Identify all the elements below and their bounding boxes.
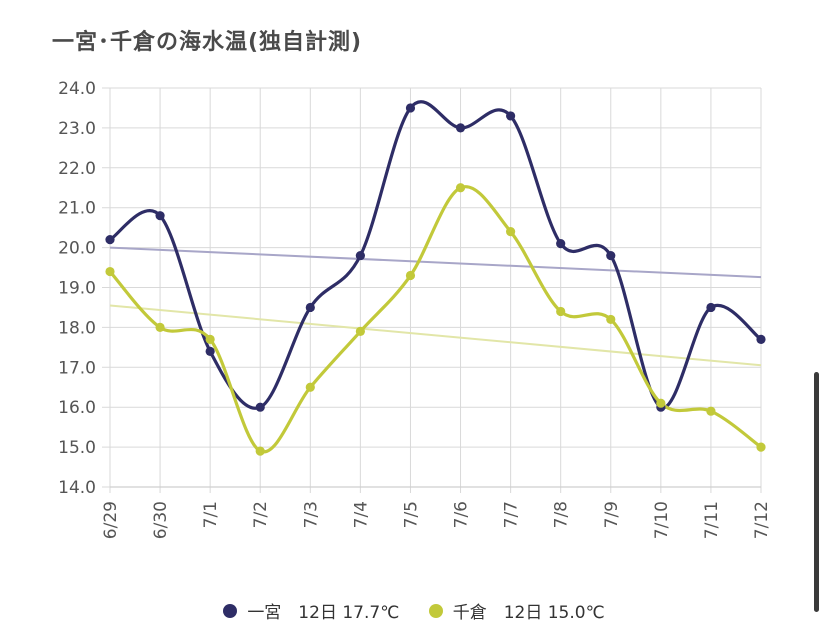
y-tick-label: 24.0 [58,79,96,99]
x-tick-label: 7/1 [201,501,221,528]
data-point-0-9 [556,239,566,249]
x-tick-label: 6/29 [101,501,121,539]
legend-swatch-chikura [428,603,443,618]
x-tick-label: 7/11 [702,501,722,539]
y-axis: 14.0 15.0 16.0 17.0 18.0 19.0 20.0 21.0 22.0 23.0… [58,79,96,498]
line-chart: 14.0 15.0 16.0 17.0 18.0 19.0 20.0 21.0 22.0 23.0… [58,79,772,539]
series-line-1 [108,185,763,454]
data-point-0-5 [355,250,365,261]
data-point-0-7 [455,123,466,133]
data-point-1-10 [606,314,616,325]
vertical-scrollbar[interactable] [814,372,819,612]
y-tick-label: 15.0 [58,438,96,458]
x-tick-label: 7/3 [301,501,321,528]
trend-line-0 [109,246,762,279]
chart-title: 一宮･千倉の海水温(独自計測) [52,30,363,55]
data-point-0-10 [606,250,616,261]
legend-label-chikura: 千倉 12日 15.0℃ [452,603,605,623]
y-tick-label: 19.0 [58,279,96,299]
data-point-1-9 [556,306,566,317]
data-point-0-0 [105,235,115,245]
data-point-0-6 [405,103,416,113]
data-point-1-6 [405,270,416,281]
y-tick-label: 23.0 [58,119,96,139]
y-tick-label: 17.0 [58,358,96,378]
y-tick-label: 20.0 [58,239,96,259]
y-tick-label: 21.0 [58,199,96,219]
x-tick-label: 7/6 [452,501,472,528]
y-tick-label: 18.0 [58,318,96,338]
data-point-1-11 [656,398,666,408]
data-point-0-3 [255,402,265,412]
data-point-1-2 [205,334,215,344]
data-point-0-13 [756,334,766,344]
data-point-1-5 [355,326,365,336]
series-points [105,103,766,456]
x-tick-label: 7/7 [502,501,522,528]
data-point-1-4 [305,382,315,392]
legend-label-ichinomiya: 一宮 12日 17.7℃ [247,603,400,623]
series-lines [108,100,763,454]
x-tick-label: 6/30 [151,501,171,539]
y-tick-label: 16.0 [58,398,96,418]
data-point-1-1 [155,322,165,332]
x-tick-label: 7/5 [401,501,421,528]
data-point-1-8 [506,227,516,237]
grid [102,87,762,493]
data-point-0-1 [155,211,165,221]
x-tick-label: 7/8 [552,501,572,528]
x-tick-label: 7/4 [351,501,371,528]
x-axis: 6/29 6/30 7/1 7/2 7/3 7/4 7/5 7/6 7/7 7/8 7/9 7/10 7… [101,501,772,539]
data-point-0-12 [706,302,716,313]
data-point-1-7 [455,183,466,193]
trend-lines [109,246,762,367]
x-tick-label: 7/12 [752,501,772,539]
data-point-1-12 [706,406,716,416]
legend-item-ichinomiya[interactable]: 一宮 12日 17.7℃ [223,598,399,623]
y-tick-label: 22.0 [58,159,96,179]
x-tick-label: 7/2 [251,501,271,528]
data-point-0-4 [305,302,315,313]
x-tick-label: 7/9 [602,501,622,528]
legend: 一宮 12日 17.7℃ 千倉 12日 15.0℃ [0,598,828,623]
y-tick-label: 14.0 [58,478,96,498]
series-line-0 [108,100,763,410]
data-point-0-2 [205,346,215,356]
legend-swatch-ichinomiya [223,603,238,618]
trend-line-1 [109,304,762,367]
data-point-1-0 [105,266,115,277]
data-point-1-3 [255,446,265,456]
x-tick-label: 7/10 [652,501,672,539]
legend-item-chikura[interactable]: 千倉 12日 15.0℃ [428,598,605,623]
data-point-1-13 [756,442,766,452]
data-point-0-8 [506,111,516,121]
